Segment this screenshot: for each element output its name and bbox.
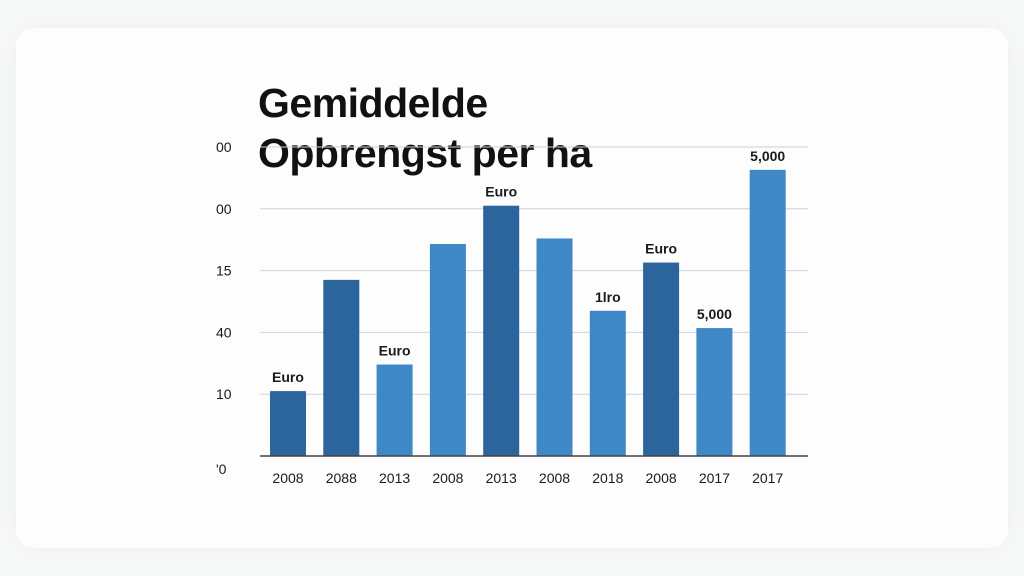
x-tick-label: 2017 bbox=[752, 470, 783, 486]
data-label: Euro bbox=[645, 241, 677, 257]
bar bbox=[589, 310, 626, 456]
data-label: Euro bbox=[485, 184, 517, 200]
bar bbox=[483, 205, 520, 456]
y-tick-label: 15 bbox=[216, 263, 232, 279]
bar bbox=[429, 244, 466, 456]
y-tick-label: 40 bbox=[216, 324, 232, 340]
data-label: Euro bbox=[379, 343, 411, 359]
x-tick-label: 2088 bbox=[326, 470, 357, 486]
x-tick-label: 2008 bbox=[272, 470, 303, 486]
bar bbox=[376, 364, 413, 456]
y-tick-label: 00 bbox=[216, 139, 232, 155]
x-tick-label: 2008 bbox=[539, 470, 570, 486]
y-tick-label: 00 bbox=[216, 201, 232, 217]
y-tick-label: 10 bbox=[216, 386, 232, 402]
x-tick-label: 2008 bbox=[432, 470, 463, 486]
bar bbox=[643, 262, 680, 456]
x-tick-label: 2013 bbox=[379, 470, 410, 486]
x-tick-label: 2018 bbox=[592, 470, 623, 486]
chart-title-line-2: Opbrengst per ha bbox=[258, 130, 592, 176]
data-label: 1lro bbox=[595, 289, 621, 305]
bar bbox=[323, 279, 360, 456]
bar bbox=[749, 169, 786, 456]
chart-title-line-1: Gemiddelde bbox=[258, 80, 488, 126]
x-tick-label: 2017 bbox=[699, 470, 730, 486]
bar bbox=[696, 328, 733, 456]
data-label: Euro bbox=[272, 369, 304, 385]
x-tick-label: 2008 bbox=[646, 470, 677, 486]
y-tick-label: '0 bbox=[216, 461, 227, 477]
x-tick-label: 2013 bbox=[486, 470, 517, 486]
bar bbox=[536, 238, 573, 456]
data-label: 5,000 bbox=[697, 306, 732, 322]
bar bbox=[270, 391, 306, 456]
chart-title: Gemiddelde Opbrengst per ha bbox=[258, 78, 592, 178]
data-label: 5,000 bbox=[750, 148, 785, 164]
